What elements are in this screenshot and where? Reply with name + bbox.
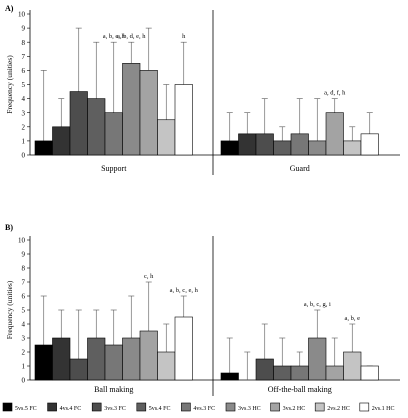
panel-a-chart: 0 1 2 3 4 5 6 7 8 9 10 Frequency (unities) a, b, e, … [5,10,400,175]
y-tick-label: 5 [22,307,26,315]
bar-off-the-ball-making-3 [255,358,274,381]
bar-off-the-ball-making-9 [360,365,379,381]
bar-support-9 [174,84,193,156]
y-tick-label: 8 [22,265,26,273]
y-tick-label: 7 [22,279,26,287]
legend-swatch [359,402,370,412]
bar-support-2 [52,126,71,156]
significance-annotation: a, b, e, h [103,33,126,40]
x-group-label: Off-the-ball making [268,385,332,394]
legend-swatch [2,402,13,412]
bar-ball-making-9 [174,316,193,381]
bar-guard-8 [343,140,362,156]
bar-off-the-ball-making-8 [343,351,362,381]
bar-guard-9 [360,133,379,156]
y-tick-label: 2 [22,123,26,131]
bar-guard-4 [273,140,292,156]
legend: 5vs.5 FC 4vs.4 FC 3vs.3 FC 5vs.4 FC 4vs.3 FC… [2,402,395,412]
bar-ball-making-8 [157,351,176,381]
y-tick-label: 8 [22,39,26,47]
y-tick-label: 6 [22,293,26,301]
bar-support-3 [69,91,88,156]
bar-support-1 [34,140,53,156]
bar-off-the-ball-making-1 [220,372,239,381]
bar-ball-making-7 [139,330,158,381]
y-tick-label: 3 [22,335,26,343]
legend-label: 5vs.5 FC [15,406,37,412]
y-tick-label: 0 [22,377,26,385]
bar-ball-making-1 [34,344,53,381]
panel-a-label: A) [5,4,14,13]
x-group-label: Ball making [94,385,133,394]
bar-ball-making-2 [52,337,71,381]
y-tick-label: 5 [22,81,26,89]
y-tick-label: 6 [22,67,26,75]
bar-support-4 [87,98,106,156]
y-tick-label: 0 [22,152,26,160]
legend-label: 5vs.4 FC [149,406,171,412]
legend-swatch [136,402,147,412]
significance-annotation: c, h [144,273,154,280]
bar-off-the-ball-making-7 [325,365,344,381]
bar-support-7 [139,70,158,156]
bar-off-the-ball-making-4 [273,365,292,381]
bar-ball-making-4 [87,337,106,381]
bar-guard-1 [220,140,239,156]
legend-label: 3vs.2 HC [283,406,306,412]
bar-off-the-ball-making-5 [290,365,309,381]
bar-support-8 [157,119,176,156]
legend-label: 2vs.2 HC [327,406,350,412]
y-axis-label: Frequency (unities) [5,280,14,339]
bar-off-the-ball-making-6 [308,337,327,381]
y-tick-label: 10 [18,237,26,245]
significance-annotation: a, d, f, h [324,90,346,97]
y-tick-label: 4 [22,95,26,103]
bar-support-5 [104,112,123,156]
y-tick-label: 2 [22,349,26,357]
y-tick-label: 7 [22,53,26,61]
bar-ball-making-5 [104,344,123,381]
legend-swatch [91,402,102,412]
legend-swatch [47,402,57,412]
legend-label: 3vs.3 HC [238,406,261,412]
legend-label: 4vs.4 FC [60,406,82,412]
panel-b-label: B) [5,223,13,232]
y-tick-label: 9 [22,251,26,259]
significance-annotation: a, b, c, e, h [170,287,199,294]
bar-support-6 [122,63,141,156]
significance-annotation: a, b, d, e, h [117,33,146,40]
y-tick-label: 9 [22,25,26,33]
panel-b-chart: 0 1 2 3 4 5 6 7 8 9 10 Frequency (unities) c, h a, b,… [5,236,400,396]
significance-annotation: a, b, e [344,315,360,322]
bar-guard-6 [308,140,327,156]
y-tick-label: 10 [18,11,26,19]
bar-guard-5 [290,133,309,156]
bar-guard-2 [238,133,257,156]
y-axis-label: Frequency (unities) [5,55,14,114]
bar-ball-making-6 [122,337,141,381]
legend-label: 2vs.1 HC [372,406,395,412]
significance-annotation: a, b, c, g, i [304,301,331,308]
legend-swatch [314,402,325,412]
legend-swatch [270,402,280,412]
legend-label: 4vs.3 FC [193,406,215,412]
x-group-label: Support [101,164,127,173]
significance-annotation: h [182,33,186,40]
bar-ball-making-3 [69,358,88,381]
y-tick-label: 1 [22,363,26,371]
x-group-label: Guard [290,164,310,173]
legend-swatch [225,402,236,412]
bar-guard-3 [255,133,274,156]
bar-guard-7 [325,112,344,156]
legend-swatch [181,402,191,412]
y-tick-label: 4 [22,321,26,329]
legend-label: 3vs.3 FC [104,406,126,412]
y-tick-label: 3 [22,109,26,117]
y-tick-label: 1 [22,138,26,146]
